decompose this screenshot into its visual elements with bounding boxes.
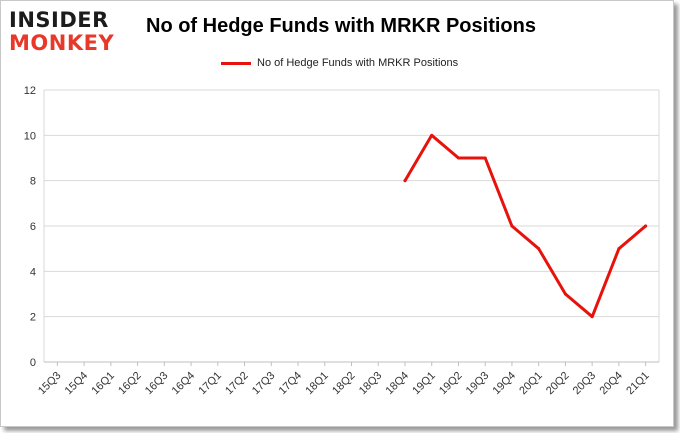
data-point-19Q2 [456,156,460,160]
y-tick-label: 8 [30,176,36,188]
x-tick-label-19Q3: 19Q3 [464,370,492,398]
legend-swatch [221,61,251,65]
x-tick-label-17Q2: 17Q2 [223,370,251,398]
data-point-21Q1 [644,224,648,228]
x-tick-label-15Q4: 15Q4 [63,370,91,398]
chart-title: No of Hedge Funds with MRKR Positions [146,15,536,37]
x-tick-label-20Q4: 20Q4 [597,370,625,398]
x-tick-label-21Q1: 21Q1 [624,370,652,398]
x-tick-label-17Q4: 17Q4 [277,370,305,398]
x-tick-label-15Q3: 15Q3 [36,370,64,398]
x-tick-label-16Q3: 16Q3 [143,370,171,398]
logo-line-1: INSIDER [9,8,109,32]
data-point-20Q4 [617,247,621,251]
x-tick-label-20Q2: 20Q2 [544,370,572,398]
logo-line-2: MONKEY [9,31,115,55]
series-line-0 [403,133,648,319]
x-tick-label-19Q4: 19Q4 [491,370,519,398]
y-tick-label: 0 [30,357,36,369]
x-tick-label-16Q2: 16Q2 [116,370,144,398]
y-tick-label: 10 [24,130,36,142]
x-tick-label-18Q4: 18Q4 [384,370,412,398]
x-tick-label-18Q2: 18Q2 [330,370,358,398]
y-tick-label: 4 [30,266,36,278]
data-point-20Q2 [563,292,567,296]
data-point-18Q4 [403,179,407,183]
data-point-20Q1 [537,247,541,251]
x-tick-label-16Q1: 16Q1 [89,370,117,398]
x-tick-label-18Q3: 18Q3 [357,370,385,398]
insider-monkey-logo: INSIDER MONKEY [9,9,127,57]
data-point-19Q4 [510,224,514,228]
x-tick-label-19Q2: 19Q2 [437,370,465,398]
data-point-19Q1 [430,133,434,137]
legend-label: No of Hedge Funds with MRKR Positions [257,57,459,69]
chart-legend: No of Hedge Funds with MRKR Positions [221,55,458,71]
y-tick-label: 12 [24,85,36,97]
x-tick-label-18Q1: 18Q1 [303,370,331,398]
x-tick-label-20Q1: 20Q1 [517,370,545,398]
data-point-19Q3 [483,156,487,160]
y-tick-label: 6 [30,221,36,233]
x-tick-label-17Q1: 17Q1 [196,370,224,398]
chart-frame: INSIDER MONKEY No of Hedge Funds with MR… [0,0,674,427]
x-tick-label-17Q3: 17Q3 [250,370,278,398]
y-tick-label: 2 [30,312,36,324]
x-tick-label-16Q4: 16Q4 [170,370,198,398]
data-point-20Q3 [590,315,594,319]
x-tick-label-19Q1: 19Q1 [410,370,438,398]
x-tick-label-20Q3: 20Q3 [571,370,599,398]
